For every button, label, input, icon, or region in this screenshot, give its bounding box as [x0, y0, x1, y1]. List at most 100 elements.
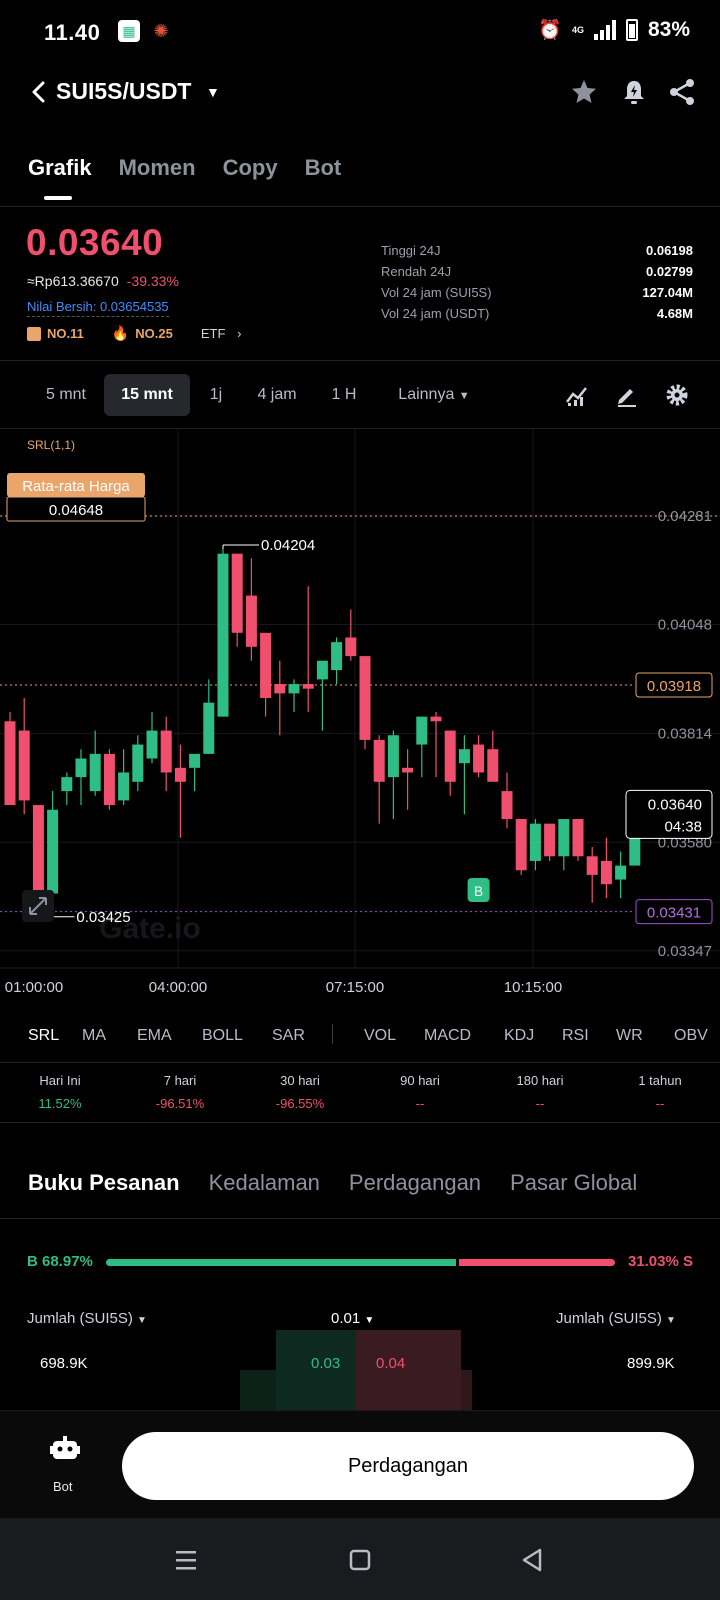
- candle-body: [4, 721, 16, 806]
- stat-label: Tinggi 24J: [381, 243, 441, 258]
- perf-value: -96.55%: [275, 1096, 325, 1111]
- back-triangle-icon[interactable]: [512, 1540, 552, 1580]
- candle-body: [558, 819, 570, 857]
- divider: [0, 206, 720, 207]
- interval-5m[interactable]: 5 mnt: [45, 386, 86, 403]
- share-icon[interactable]: [666, 76, 698, 108]
- tab-trades[interactable]: Perdagangan: [348, 1170, 482, 1195]
- ask-qty[interactable]: 899.9K: [627, 1355, 675, 1372]
- candle-body: [387, 735, 399, 778]
- alarm-icon: ⏰: [538, 20, 562, 41]
- candle-body: [444, 730, 456, 782]
- bell-alert-icon[interactable]: [618, 76, 650, 108]
- perf-label: 30 hari: [280, 1073, 320, 1088]
- draw-pencil-icon[interactable]: [614, 382, 640, 408]
- rank-badge-2[interactable]: 🔥 NO.25: [112, 325, 173, 342]
- header: SUI5S/USDT ▼: [0, 64, 720, 120]
- stat-label: Vol 24 jam (USDT): [381, 306, 490, 321]
- min-marker-label: 0.03425: [76, 909, 130, 926]
- stat-value: 4.68M: [656, 306, 693, 321]
- battery-level: 83%: [647, 18, 690, 41]
- interval-more[interactable]: Lainnya ▼: [384, 374, 484, 416]
- stat-vol-quote: Vol 24 jam (USDT) 4.68M: [381, 303, 693, 324]
- tab-depth[interactable]: Kedalaman: [208, 1170, 320, 1195]
- precision-select[interactable]: 0.01 ▼: [331, 1310, 374, 1327]
- indicator-sar[interactable]: SAR: [272, 1027, 305, 1044]
- time-axis-label: 04:00:00: [149, 979, 207, 996]
- app-notification-icon: ▦: [118, 20, 140, 42]
- indicator-ma[interactable]: MA: [82, 1027, 106, 1044]
- caret-down-icon: ▼: [458, 390, 470, 402]
- indicator-tag: SRL(1,1): [27, 438, 76, 452]
- perf-label: 90 hari: [400, 1073, 440, 1088]
- indicator-ema[interactable]: EMA: [137, 1027, 172, 1044]
- candle-body: [146, 730, 158, 759]
- indicator-boll[interactable]: BOLL: [202, 1027, 243, 1044]
- bid-price[interactable]: 0.03: [311, 1355, 341, 1372]
- perf-label: 1 tahun: [638, 1073, 682, 1088]
- bid-qty[interactable]: 698.9K: [40, 1355, 88, 1372]
- caret-down-icon[interactable]: ▼: [206, 84, 220, 100]
- candlestick-chart[interactable]: 0.042810.040480.038140.035800.0334701:00…: [0, 428, 720, 1008]
- interval-4h[interactable]: 4 jam: [257, 386, 297, 403]
- candle-body: [245, 595, 257, 647]
- rank-badge-1[interactable]: NO.11: [27, 326, 84, 341]
- indicator-vol[interactable]: VOL: [364, 1027, 397, 1044]
- tab-global-market[interactable]: Pasar Global: [510, 1170, 638, 1195]
- indicator-srl[interactable]: SRL: [28, 1027, 60, 1044]
- tab-orderbook[interactable]: Buku Pesanan: [28, 1170, 180, 1195]
- tab-bot[interactable]: Bot: [304, 155, 342, 180]
- time-axis-label: 10:15:00: [504, 979, 562, 996]
- caret-down-icon: ▼: [364, 1315, 375, 1326]
- indicator-macd[interactable]: MACD: [424, 1027, 472, 1044]
- candle-body: [160, 730, 172, 773]
- net-value[interactable]: Nilai Bersih: 0.03654535: [27, 299, 169, 317]
- indicator-kdj[interactable]: KDJ: [504, 1027, 535, 1044]
- interval-15m[interactable]: 15 mnt: [104, 374, 190, 416]
- tab-grafik[interactable]: Grafik: [28, 155, 92, 200]
- indicator-rsi[interactable]: RSI: [562, 1027, 589, 1044]
- battery-icon: [625, 19, 638, 41]
- pair-title[interactable]: SUI5S/USDT: [56, 78, 192, 104]
- avg-price-value-box: [6, 496, 146, 522]
- indicator-wr[interactable]: WR: [616, 1027, 643, 1044]
- interval-1h[interactable]: 1j: [209, 386, 223, 403]
- interval-1d[interactable]: 1 H: [331, 386, 357, 403]
- rank-1-label: NO.11: [47, 326, 84, 341]
- indicator-obv[interactable]: OBV: [674, 1027, 708, 1044]
- tab-momen[interactable]: Momen: [118, 155, 196, 180]
- candle-body: [359, 656, 371, 740]
- settings-gear-icon[interactable]: [664, 382, 690, 408]
- ask-price[interactable]: 0.04: [376, 1355, 406, 1372]
- candle-body: [473, 744, 485, 773]
- stat-value: 0.06198: [646, 243, 693, 258]
- stat-low: Rendah 24J 0.02799: [381, 261, 693, 282]
- last-price: 0.03640: [26, 222, 164, 263]
- buy-ratio: B 68.97%: [27, 1253, 93, 1270]
- tab-copy[interactable]: Copy: [222, 155, 278, 180]
- bid-amount-header[interactable]: Jumlah (SUI5S) ▼: [27, 1310, 147, 1327]
- bot-icon[interactable]: [50, 1436, 80, 1464]
- indicator-icon[interactable]: [564, 382, 590, 408]
- avg-price-label: Rata-rata Harga: [22, 478, 130, 495]
- candle-body: [189, 753, 201, 768]
- candle-body: [487, 749, 499, 782]
- menu-icon[interactable]: [166, 1540, 206, 1580]
- star-icon[interactable]: [568, 76, 600, 108]
- precision-value: 0.01: [331, 1310, 361, 1327]
- level-label-orange: 0.03918: [647, 678, 701, 695]
- watermark: Gate.io: [99, 912, 201, 945]
- stat-value: 0.02799: [646, 264, 693, 279]
- candle-body: [274, 684, 286, 694]
- trade-button[interactable]: Perdagangan: [122, 1432, 694, 1500]
- perf-180d: 180 hari --: [480, 1073, 600, 1111]
- candle-body: [373, 739, 385, 782]
- candle-body: [544, 823, 556, 857]
- divider: [0, 428, 720, 429]
- back-icon[interactable]: [26, 78, 52, 106]
- bot-label[interactable]: Bot: [53, 1479, 73, 1494]
- etf-link[interactable]: ETF ›: [201, 326, 242, 341]
- ask-amount-header[interactable]: Jumlah (SUI5S) ▼: [556, 1310, 676, 1327]
- home-icon[interactable]: [340, 1540, 380, 1580]
- perf-7d: 7 hari -96.51%: [120, 1073, 240, 1111]
